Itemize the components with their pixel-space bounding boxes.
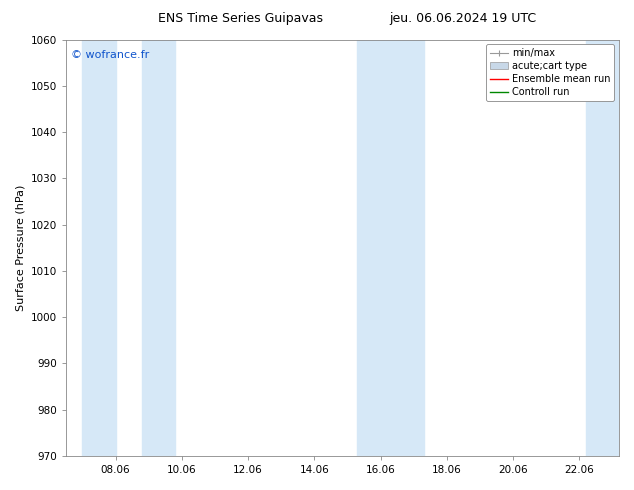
- Text: jeu. 06.06.2024 19 UTC: jeu. 06.06.2024 19 UTC: [389, 12, 536, 25]
- Bar: [391, 40, 424, 456]
- Text: ENS Time Series Guipavas: ENS Time Series Guipavas: [158, 12, 323, 25]
- Bar: [82, 40, 115, 456]
- Y-axis label: Surface Pressure (hPa): Surface Pressure (hPa): [15, 185, 25, 311]
- Text: © wofrance.fr: © wofrance.fr: [72, 50, 150, 60]
- Legend: min/max, acute;cart type, Ensemble mean run, Controll run: min/max, acute;cart type, Ensemble mean …: [486, 45, 614, 101]
- Bar: [142, 40, 175, 456]
- Bar: [358, 40, 391, 456]
- Bar: [586, 40, 619, 456]
